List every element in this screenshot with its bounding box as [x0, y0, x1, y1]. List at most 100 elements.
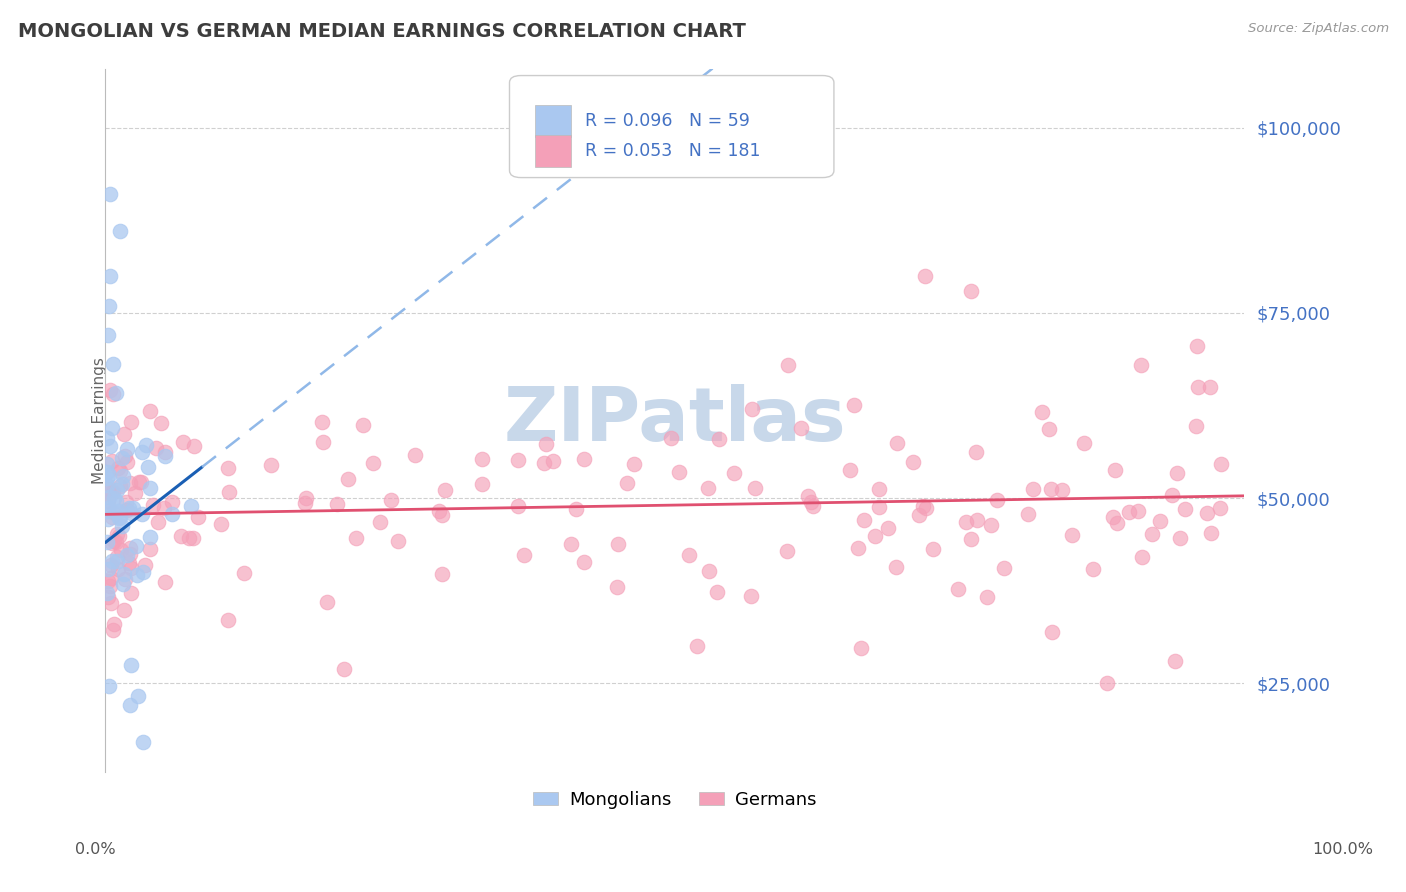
Point: [851, 641, 873, 656]
Point: [97, 590, 120, 604]
Point: [114, 495, 136, 509]
Point: [839, 463, 862, 477]
Point: [432, 508, 454, 523]
Point: [659, 431, 682, 445]
Point: [915, 501, 938, 516]
Point: [311, 416, 333, 430]
Point: [1198, 380, 1220, 394]
Point: [1132, 549, 1154, 564]
Point: [118, 556, 141, 570]
Point: [1209, 458, 1232, 472]
Point: [1060, 528, 1083, 542]
Point: [103, 616, 125, 631]
Point: [911, 500, 934, 514]
Point: [903, 455, 925, 469]
Point: [560, 537, 582, 551]
Point: [96, 503, 118, 517]
Point: [139, 481, 162, 495]
Point: [100, 596, 122, 610]
Point: [101, 554, 124, 568]
Point: [960, 533, 983, 547]
Point: [104, 385, 127, 400]
Point: [217, 613, 239, 627]
Point: [104, 494, 127, 508]
Point: [536, 437, 558, 451]
Point: [101, 454, 124, 468]
Point: [842, 398, 865, 412]
Point: [108, 528, 131, 542]
Point: [332, 662, 354, 676]
Point: [1118, 505, 1140, 519]
Point: [886, 436, 908, 450]
Point: [101, 357, 124, 371]
Point: [776, 543, 799, 558]
Point: [170, 529, 193, 543]
Point: [1149, 515, 1171, 529]
Point: [153, 501, 176, 516]
Point: [471, 452, 494, 467]
Text: 100.0%: 100.0%: [1312, 842, 1374, 856]
Point: [1038, 422, 1060, 436]
Point: [131, 565, 153, 579]
Point: [98, 383, 121, 397]
Point: [686, 639, 709, 653]
Point: [120, 698, 142, 713]
Point: [120, 658, 142, 673]
FancyBboxPatch shape: [534, 136, 571, 167]
Point: [131, 475, 153, 490]
Point: [115, 548, 138, 562]
Point: [1140, 526, 1163, 541]
Point: [124, 486, 146, 500]
Point: [139, 403, 162, 417]
Point: [101, 536, 124, 550]
Point: [121, 415, 143, 429]
Y-axis label: Median Earnings: Median Earnings: [93, 357, 107, 483]
Point: [311, 435, 333, 450]
Point: [105, 483, 128, 497]
Point: [112, 427, 135, 442]
Point: [101, 623, 124, 637]
Point: [846, 541, 869, 555]
Point: [853, 512, 876, 526]
Point: [533, 456, 555, 470]
Point: [800, 494, 823, 508]
Point: [108, 504, 131, 518]
Point: [100, 571, 122, 585]
Point: [120, 476, 142, 491]
Point: [1040, 625, 1063, 640]
Point: [114, 572, 136, 586]
Point: [115, 503, 138, 517]
Point: [352, 417, 374, 432]
FancyBboxPatch shape: [509, 76, 834, 178]
Point: [97, 562, 120, 576]
Point: [110, 543, 132, 558]
Point: [111, 450, 134, 465]
Point: [117, 442, 139, 456]
Point: [1166, 467, 1188, 481]
Point: [138, 460, 160, 475]
Point: [128, 475, 150, 489]
Point: [325, 497, 347, 511]
Point: [120, 541, 142, 555]
Point: [111, 577, 134, 591]
Point: [98, 579, 121, 593]
Point: [114, 449, 136, 463]
Point: [966, 512, 988, 526]
Point: [135, 438, 157, 452]
Point: [105, 527, 128, 541]
Point: [145, 441, 167, 455]
Point: [336, 472, 359, 486]
Point: [513, 548, 536, 562]
Point: [187, 510, 209, 524]
Point: [868, 500, 890, 515]
Point: [623, 457, 645, 471]
Point: [1160, 488, 1182, 502]
Point: [541, 454, 564, 468]
Point: [1128, 504, 1150, 518]
Point: [709, 432, 731, 446]
Point: [121, 586, 143, 600]
Point: [180, 499, 202, 513]
Point: [233, 566, 256, 580]
Text: ZIPatlas: ZIPatlas: [503, 384, 846, 457]
Point: [1050, 483, 1073, 497]
